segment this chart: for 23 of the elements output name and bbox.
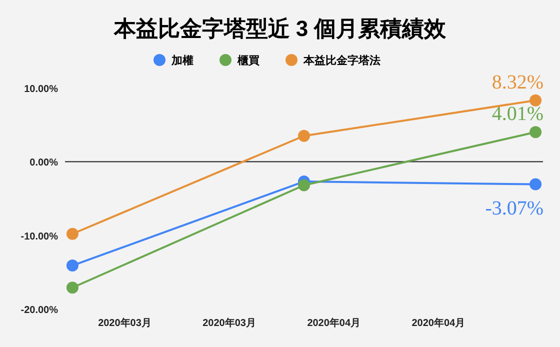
- point: [66, 228, 78, 240]
- legend-label: 本益比金字塔法: [302, 54, 380, 67]
- data-label: 4.01%: [492, 103, 544, 126]
- y-tick-label: -20.00%: [20, 305, 58, 316]
- data-label: -3.07%: [485, 197, 544, 220]
- y-tick-label: -10.00%: [20, 231, 58, 242]
- x-tick-label: 2020年03月: [98, 317, 152, 329]
- x-tick-label: 2020年03月: [202, 317, 256, 329]
- y-tick-label: 10.00%: [24, 84, 58, 95]
- point: [66, 260, 78, 272]
- point: [530, 94, 542, 106]
- y-tick-label: 0.00%: [30, 158, 58, 169]
- point: [298, 179, 310, 192]
- point: [298, 130, 310, 142]
- chart-title: 本益比金字塔型近 3 個月累積績效: [112, 16, 448, 41]
- point: [530, 126, 542, 138]
- point: [530, 178, 542, 190]
- point: [66, 282, 78, 294]
- legend-label: 櫃買: [236, 54, 260, 67]
- legend-label: 加權: [170, 54, 194, 67]
- data-label: 8.32%: [492, 71, 544, 94]
- x-tick-label: 2020年04月: [412, 317, 466, 329]
- x-tick-label: 2020年04月: [307, 317, 361, 329]
